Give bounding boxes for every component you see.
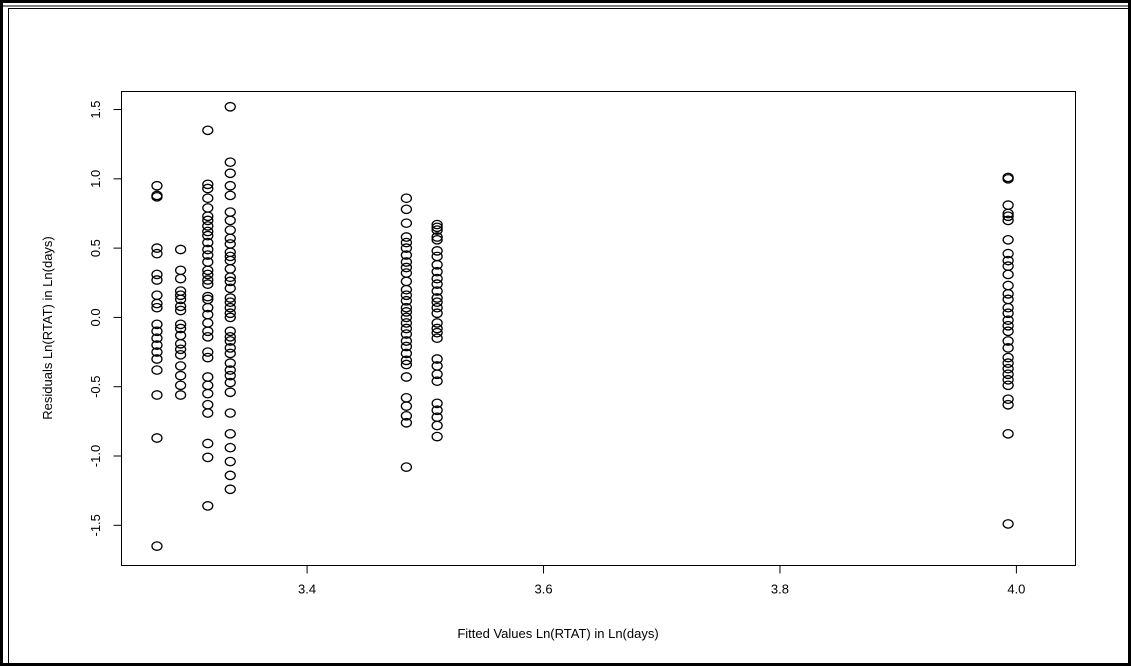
data-point — [225, 191, 235, 199]
data-point — [1003, 281, 1013, 289]
data-point — [152, 542, 162, 550]
data-point — [401, 394, 411, 402]
data-point — [432, 309, 442, 317]
data-point — [432, 432, 442, 440]
x-tick-label: 3.8 — [771, 582, 789, 597]
data-point — [203, 453, 213, 461]
data-point — [225, 443, 235, 451]
y-tick-label: 0.5 — [88, 239, 103, 257]
data-point — [203, 319, 213, 327]
x-tick-label: 3.4 — [298, 582, 316, 597]
data-point — [203, 373, 213, 381]
data-point — [1003, 201, 1013, 209]
data-point — [432, 252, 442, 260]
plot-area-box — [122, 92, 1076, 566]
y-axis-label: Residuals Ln(RTAT) in Ln(days) — [40, 236, 55, 420]
data-point — [225, 182, 235, 190]
data-point — [225, 457, 235, 465]
data-point — [176, 351, 186, 359]
data-point — [401, 194, 411, 202]
data-point — [432, 334, 442, 342]
data-point — [152, 434, 162, 442]
data-point — [176, 371, 186, 379]
y-tick-label: -1.5 — [88, 514, 103, 536]
data-point — [225, 430, 235, 438]
data-point — [203, 204, 213, 212]
data-point — [176, 381, 186, 389]
y-tick-label: 1.0 — [88, 170, 103, 188]
data-point — [176, 362, 186, 370]
data-point — [1003, 430, 1013, 438]
data-point — [225, 226, 235, 234]
data-point — [401, 219, 411, 227]
data-point — [203, 126, 213, 134]
data-point — [203, 401, 213, 409]
x-axis-label: Fitted Values Ln(RTAT) in Ln(days) — [457, 626, 658, 641]
data-point — [176, 245, 186, 253]
data-point — [203, 502, 213, 510]
x-axis: 3.4 3.6 3.8 4.0 — [298, 566, 1025, 597]
data-point — [1003, 520, 1013, 528]
y-tick-label: 1.5 — [88, 100, 103, 118]
data-point — [225, 103, 235, 111]
data-point — [401, 205, 411, 213]
data-point — [225, 208, 235, 216]
data-point — [1003, 295, 1013, 303]
data-point — [225, 240, 235, 248]
data-point — [203, 333, 213, 341]
data-point — [1003, 401, 1013, 409]
data-point — [1003, 327, 1013, 335]
data-point — [1003, 262, 1013, 270]
data-point — [401, 269, 411, 277]
data-point — [225, 349, 235, 357]
data-point — [203, 439, 213, 447]
data-point — [176, 266, 186, 274]
y-tick-label: 0.0 — [88, 308, 103, 326]
data-point — [401, 373, 411, 381]
y-tick-label: -0.5 — [88, 376, 103, 398]
data-point — [152, 391, 162, 399]
data-point — [152, 291, 162, 299]
data-point — [225, 485, 235, 493]
x-tick-label: 3.6 — [534, 582, 552, 597]
data-point — [1003, 236, 1013, 244]
y-axis: -1.5 -1.0 -0.5 0.0 0.5 1.0 1.5 — [88, 100, 122, 536]
x-tick-label: 4.0 — [1007, 582, 1025, 597]
data-point — [225, 409, 235, 417]
data-point — [176, 391, 186, 399]
data-point — [1003, 270, 1013, 278]
data-point — [401, 463, 411, 471]
data-point — [401, 277, 411, 285]
data-point — [152, 182, 162, 190]
data-point — [225, 169, 235, 177]
data-point — [401, 402, 411, 410]
data-point — [225, 158, 235, 166]
data-point — [225, 216, 235, 224]
data-point — [225, 471, 235, 479]
data-point — [225, 265, 235, 273]
data-point — [203, 194, 213, 202]
data-point — [152, 366, 162, 374]
y-tick-label: -1.0 — [88, 445, 103, 467]
data-points — [152, 103, 1013, 551]
data-point — [176, 274, 186, 282]
data-point — [432, 421, 442, 429]
data-point — [203, 409, 213, 417]
data-point — [225, 388, 235, 396]
data-point — [203, 353, 213, 361]
inner-border — [9, 9, 1131, 665]
data-point — [152, 276, 162, 284]
data-point — [1003, 381, 1013, 389]
data-point — [152, 249, 162, 257]
data-point — [203, 389, 213, 397]
data-point — [203, 381, 213, 389]
